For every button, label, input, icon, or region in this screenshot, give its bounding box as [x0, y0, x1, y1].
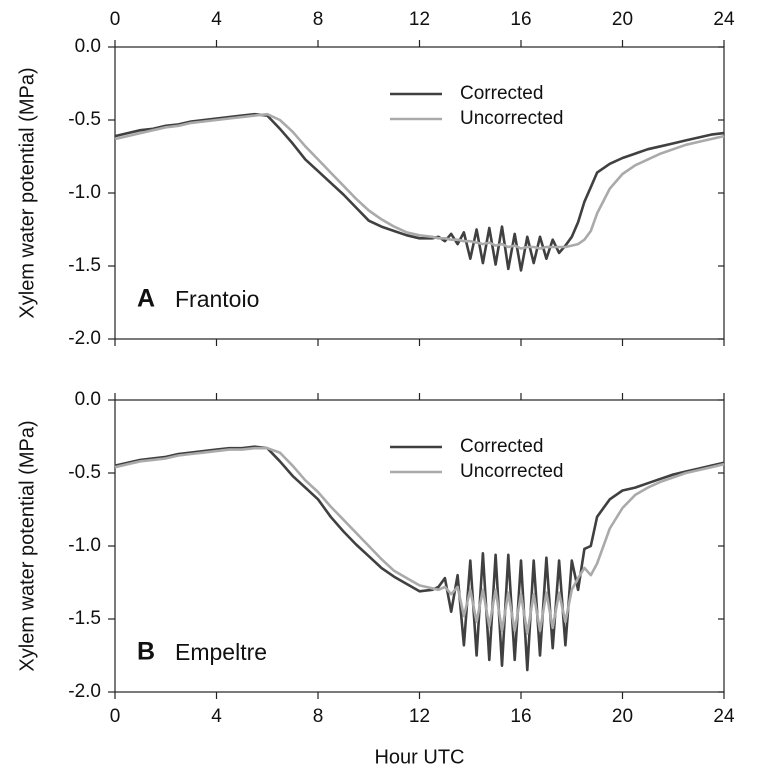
x-tick-label: 12 — [409, 706, 430, 727]
x-tick-label: 24 — [713, 9, 735, 30]
y-tick-label: 0.0 — [75, 36, 101, 57]
panel-label: A — [137, 285, 155, 313]
y-tick-label: 0.0 — [75, 389, 101, 410]
x-tick-label: 20 — [612, 706, 633, 727]
y-tick-label: -1.5 — [68, 255, 101, 276]
x-tick-label: 4 — [211, 706, 222, 727]
y-axis-label: Xylem water potential (MPa) — [16, 67, 38, 318]
panel-name: Frantoio — [175, 286, 259, 312]
x-tick-label: 0 — [110, 9, 121, 30]
y-tick-label: -2.0 — [68, 681, 101, 702]
y-tick-label: -0.5 — [68, 109, 101, 130]
legend-label: Uncorrected — [460, 461, 564, 482]
y-tick-label: -2.0 — [68, 328, 101, 349]
series-line — [114, 112, 725, 250]
legend-label: Corrected — [460, 436, 543, 457]
x-axis-label: Hour UTC — [374, 746, 464, 768]
series-line — [114, 112, 725, 272]
y-tick-label: -1.0 — [68, 182, 101, 203]
series-line — [114, 446, 725, 635]
legend-label: Corrected — [460, 83, 543, 104]
y-tick-label: -0.5 — [68, 462, 101, 483]
y-tick-label: -1.0 — [68, 535, 101, 556]
x-tick-label: 12 — [409, 9, 430, 30]
y-axis-label: Xylem water potential (MPa) — [16, 420, 38, 671]
x-tick-label: 4 — [211, 9, 222, 30]
x-tick-label: 16 — [510, 706, 531, 727]
x-tick-label: 8 — [313, 9, 324, 30]
series-line — [114, 445, 725, 672]
panel-name: Empeltre — [175, 639, 267, 665]
x-tick-label: 0 — [110, 706, 121, 727]
x-tick-label: 20 — [612, 9, 633, 30]
x-tick-label: 24 — [713, 706, 735, 727]
x-tick-label: 16 — [510, 9, 531, 30]
x-tick-label: 8 — [313, 706, 324, 727]
panel-label: B — [137, 638, 155, 666]
y-tick-label: -1.5 — [68, 608, 101, 629]
legend-label: Uncorrected — [460, 108, 564, 129]
